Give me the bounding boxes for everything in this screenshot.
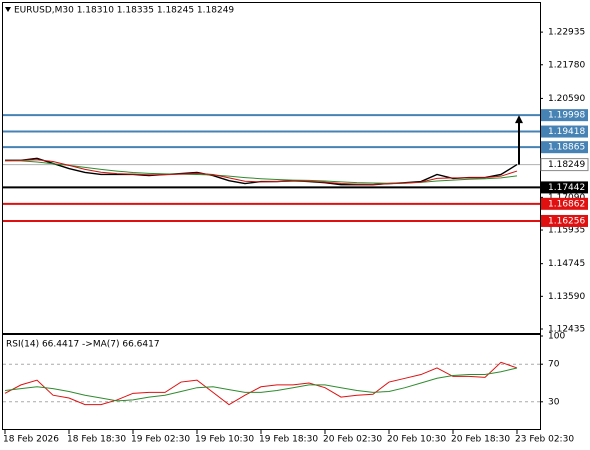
- y-tick-label: 1.13590: [548, 292, 585, 302]
- price-level-label: 1.16256: [548, 216, 585, 226]
- price-level-label: 1.16862: [548, 199, 585, 209]
- rsi-panel: [2, 334, 541, 430]
- price-level-box: [541, 197, 588, 210]
- series-line: [5, 160, 518, 184]
- current-price-label: 1.18249: [548, 160, 585, 170]
- menu-triangle[interactable]: [5, 7, 11, 12]
- price-level-box: [541, 181, 588, 194]
- y-tick-label: 30: [548, 397, 560, 407]
- rsi-header: RSI(14) 66.4417 ->MA(7) 66.6417: [6, 340, 160, 350]
- y-tick-label: 70: [548, 360, 560, 370]
- price-level-label: 1.19998: [548, 111, 585, 121]
- y-tick-label: 1.21780: [548, 60, 585, 70]
- series-line: [4, 367, 518, 402]
- y-tick-label: 1.20590: [548, 94, 585, 104]
- y-tick-label: 100: [548, 332, 565, 342]
- target-arrow-head: [515, 115, 523, 124]
- price-level-label: 1.18865: [548, 143, 585, 153]
- x-tick-label: 20 Feb 18:30: [451, 435, 510, 445]
- x-tick-label: 18 Feb 2026: [3, 435, 59, 445]
- symbol-header: EURUSD,M30 1.18310 1.18335 1.18245 1.182…: [14, 6, 234, 16]
- y-tick-label: 1.12435: [548, 324, 585, 334]
- price-level-box: [541, 141, 588, 154]
- series-line: [4, 361, 518, 406]
- series-line: [4, 159, 518, 185]
- current-price-box: [540, 158, 589, 172]
- price-level-label: 1.17442: [548, 183, 585, 193]
- price-level-box: [541, 125, 588, 138]
- x-tick-label: 19 Feb 10:30: [195, 435, 254, 445]
- y-tick-label: 1.14745: [548, 259, 585, 269]
- price-level-label: 1.19418: [548, 127, 585, 137]
- x-tick-label: 19 Feb 02:30: [131, 435, 190, 445]
- price-level-box: [541, 109, 588, 122]
- price-level-box: [541, 214, 588, 227]
- x-tick-label: 18 Feb 18:30: [67, 435, 126, 445]
- x-tick-label: 20 Feb 02:30: [323, 435, 382, 445]
- x-tick-label: 20 Feb 10:30: [387, 435, 446, 445]
- y-tick-label: 1.22935: [548, 28, 585, 38]
- y-tick-label: 1.15935: [548, 226, 585, 236]
- x-tick-label: 19 Feb 18:30: [259, 435, 318, 445]
- x-tick-label: 23 Feb 02:30: [515, 435, 574, 445]
